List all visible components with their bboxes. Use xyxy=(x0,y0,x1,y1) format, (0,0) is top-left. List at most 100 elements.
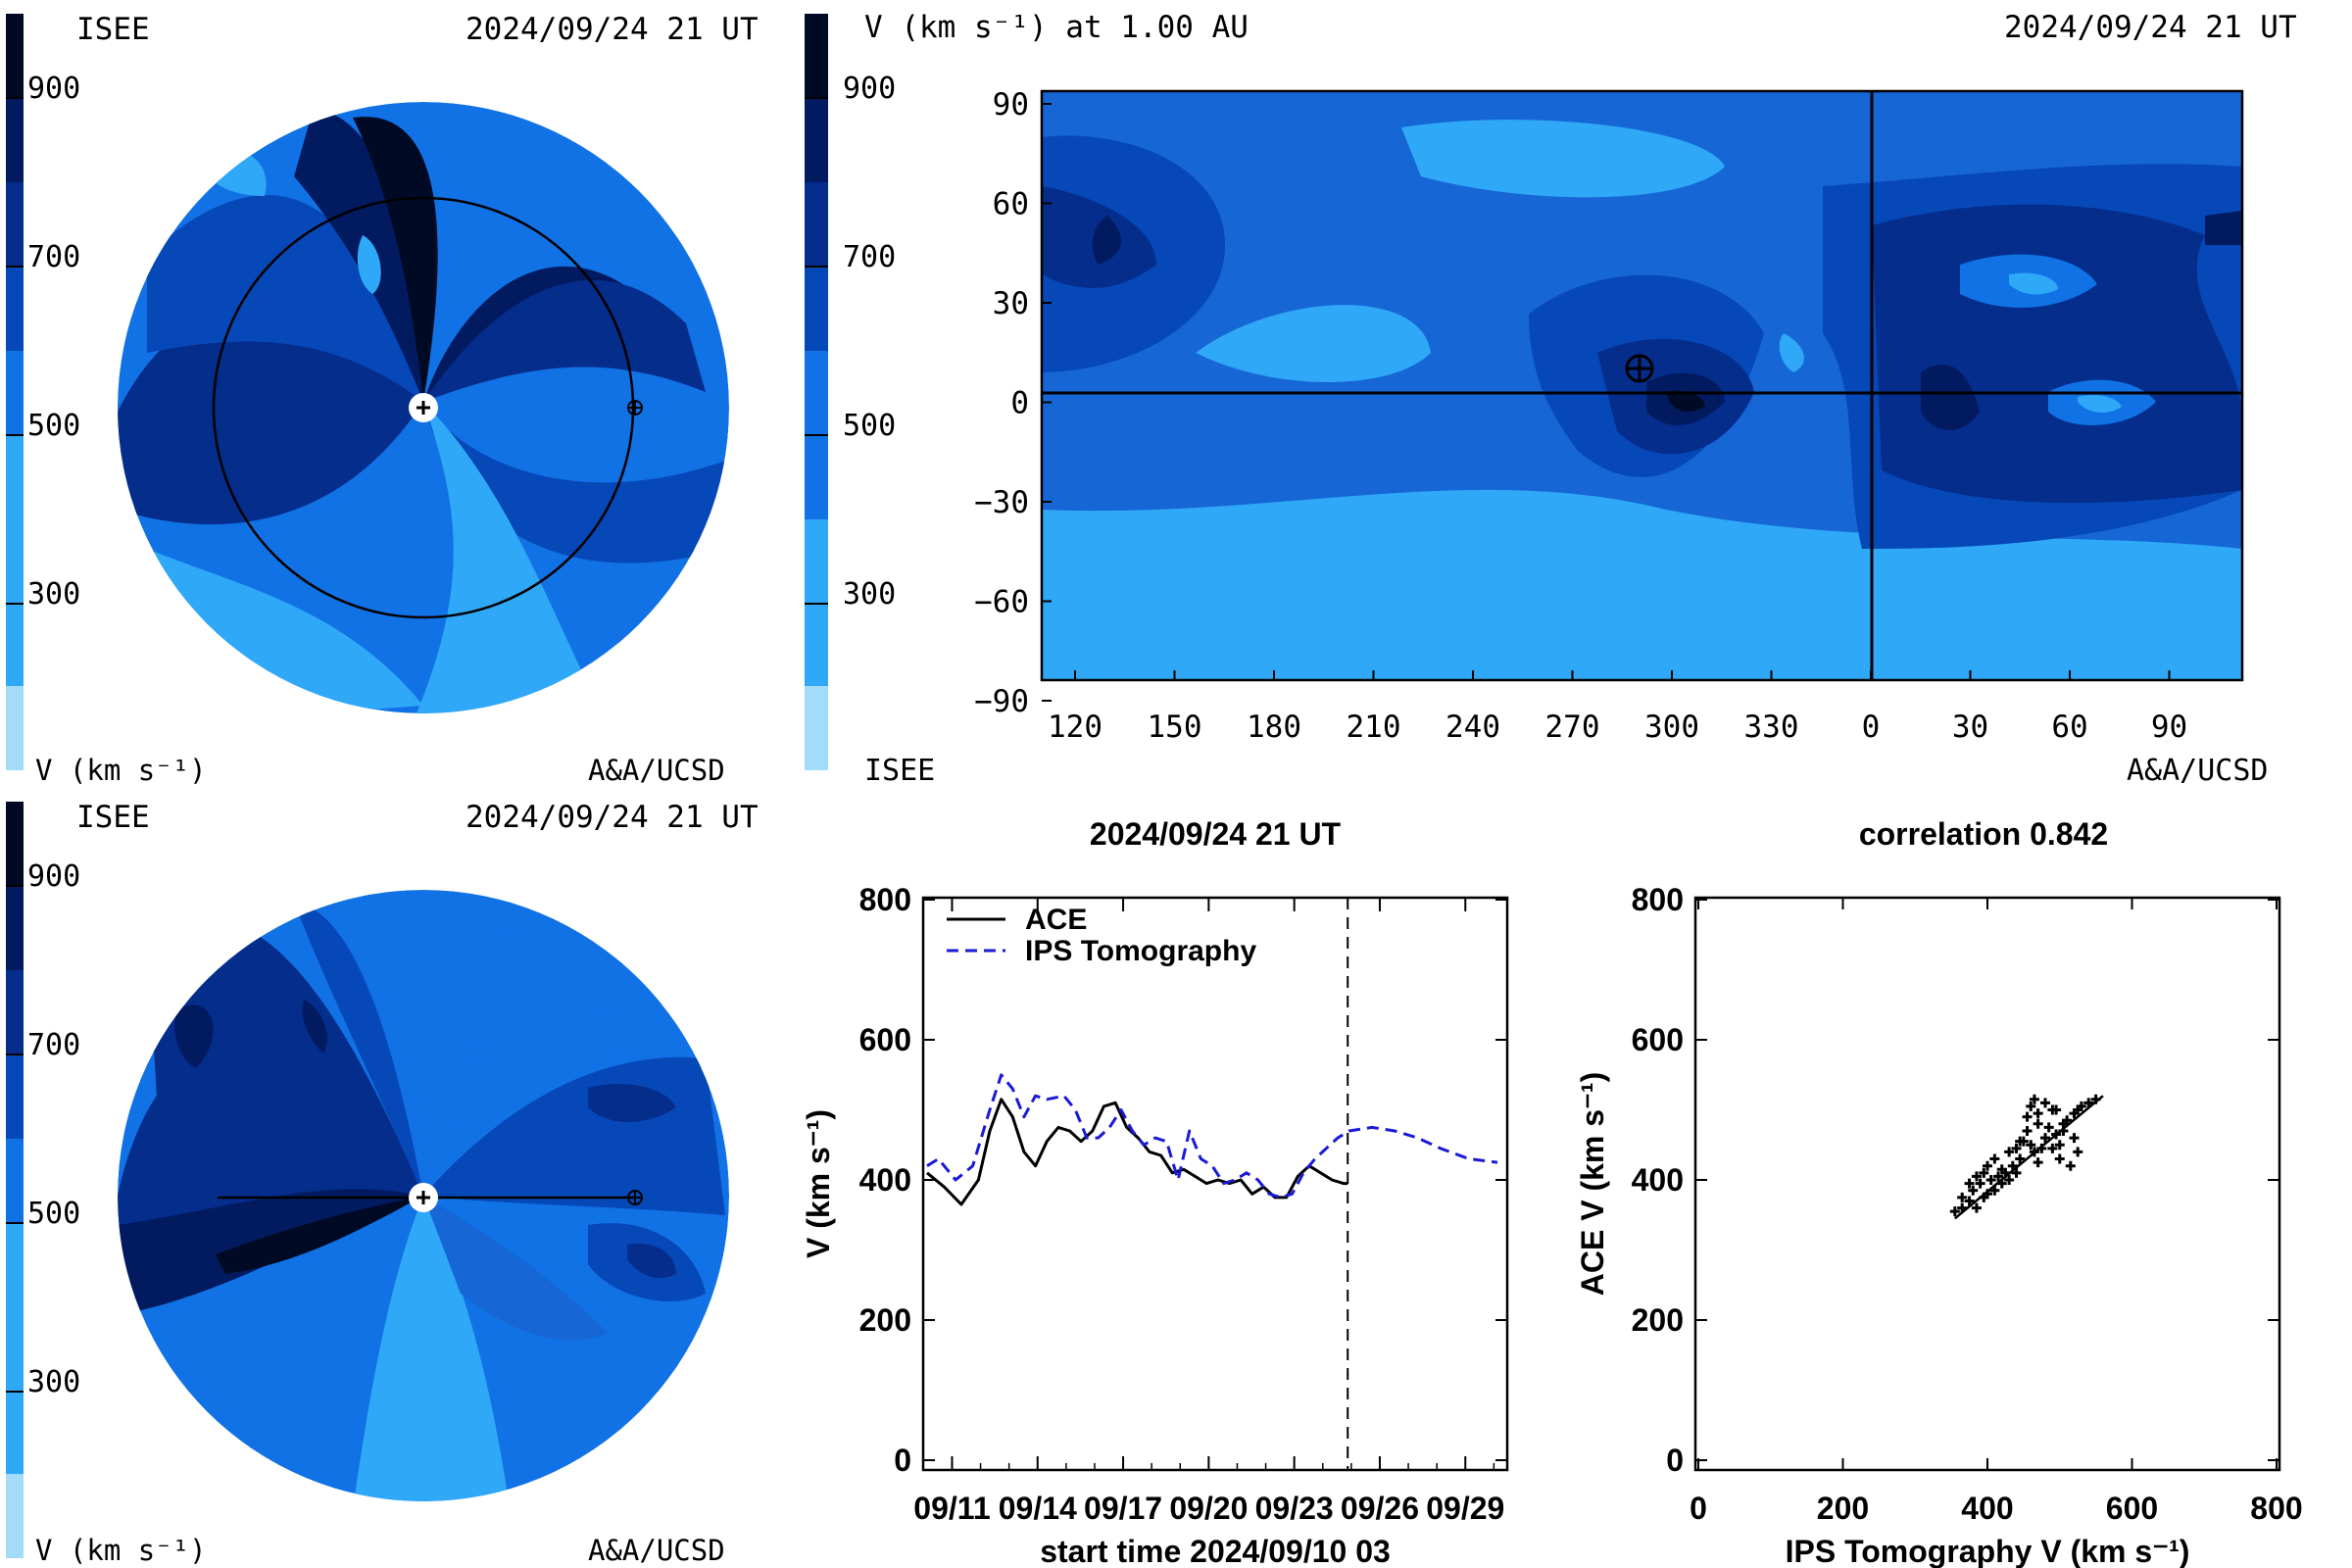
map-x-tick-label: 180 xyxy=(1247,710,1301,745)
colorbar-right-top: 900 700 500 300 xyxy=(805,14,896,770)
ecliptic-view-panel: 900 700 500 300 ISEE 2024/09/24 21 UT xyxy=(6,12,759,787)
meridional-view-panel: 900 700 500 300 ISEE 2024/09/24 21 UT xyxy=(6,800,759,1567)
scatter-x-tick-label: 0 xyxy=(1690,1491,1707,1526)
map-x-tick-label: 90 xyxy=(2151,710,2187,745)
scatter-y-tick-label: 600 xyxy=(1632,1022,1684,1057)
scatter-point xyxy=(2047,1143,2058,1153)
scatter-y-tick-label: 0 xyxy=(1666,1443,1684,1478)
timeseries-series xyxy=(926,1073,1498,1206)
scatter-point xyxy=(2073,1147,2083,1157)
legend-label-ace: ACE xyxy=(1025,904,1087,936)
scatter-point xyxy=(2083,1098,2094,1108)
scatter-point xyxy=(2090,1094,2101,1104)
map-x-tick-label: 0 xyxy=(1862,710,1881,745)
scatter-x-tick-label: 400 xyxy=(1961,1491,2013,1526)
scatter-point xyxy=(2011,1143,2022,1153)
scatter-frame xyxy=(1693,896,2281,1472)
scatter-y-axis-label: ACE V (km s⁻¹) xyxy=(1575,1072,1610,1296)
scatter-point xyxy=(2054,1140,2065,1151)
colorbar-left-top: 900 700 500 300 xyxy=(6,14,80,770)
meridional-unit-label: V (km s⁻¹) xyxy=(35,1534,207,1567)
scatter-point xyxy=(2051,1104,2062,1115)
scatter-point xyxy=(1964,1196,1975,1206)
scatter-point xyxy=(2051,1129,2062,1140)
colorbar-tick-700: 700 xyxy=(27,240,80,274)
timeseries-x-tick-label: 09/23 xyxy=(1255,1491,1334,1526)
ecliptic-date-label: 2024/09/24 21 UT xyxy=(466,12,759,47)
scatter-point xyxy=(1975,1178,1985,1189)
ace-line xyxy=(926,1098,1348,1206)
map-frame xyxy=(1040,89,2244,682)
synoptic-map-panel: 900 700 500 300 V (km s⁻¹) at 1.00 AU 20… xyxy=(805,10,2297,788)
earth-position-marker xyxy=(1625,354,1654,383)
timeseries-y-tick-label: 0 xyxy=(894,1443,911,1478)
scatter-point xyxy=(2022,1125,2033,1136)
scatter-point xyxy=(1983,1160,1992,1171)
map-y-tick-label: −60 xyxy=(974,585,1029,620)
map-x-tick-label: 60 xyxy=(2051,710,2087,745)
map-x-tick-label: 330 xyxy=(1744,710,1799,745)
scatter-title: correlation 0.842 xyxy=(1859,816,2108,852)
scatter-point xyxy=(1971,1171,1982,1182)
timeseries-x-tick-label: 09/17 xyxy=(1084,1491,1162,1526)
map-x-tick-label: 240 xyxy=(1446,710,1500,745)
scatter-point xyxy=(2007,1160,2018,1171)
map-y-axis: 90 60 30 0 −30 −60 −90 xyxy=(974,87,1052,719)
scatter-point xyxy=(2011,1167,2022,1178)
scatter-point xyxy=(1996,1178,2007,1189)
map-x-tick-label: 300 xyxy=(1644,710,1699,745)
earth-marker xyxy=(627,1190,643,1205)
colorbar-tick-900: 900 xyxy=(843,72,896,106)
colorbar-tick-300: 300 xyxy=(27,577,80,612)
scatter-point xyxy=(2015,1153,2026,1164)
timeseries-x-tick-label: 09/29 xyxy=(1426,1491,1504,1526)
scatter-point xyxy=(2065,1160,2076,1171)
timeseries-y-tick-label: 400 xyxy=(859,1162,911,1198)
scatter-point xyxy=(2040,1133,2050,1144)
map-date-label: 2024/09/24 21 UT xyxy=(2004,10,2297,45)
map-x-tick-label: 270 xyxy=(1545,710,1600,745)
colorbar-tick-300: 300 xyxy=(27,1365,80,1399)
scatter-point xyxy=(2043,1122,2054,1133)
earth-marker xyxy=(627,400,643,416)
timeseries-x-axis-label: start time 2024/09/10 03 xyxy=(1040,1534,1391,1568)
scatter-point xyxy=(2033,1118,2043,1129)
scatter-point xyxy=(1989,1185,2000,1196)
scatter-points xyxy=(1949,1094,2104,1220)
scatter-point xyxy=(2026,1140,2036,1151)
legend-label-ips: IPS Tomography xyxy=(1025,935,1256,967)
map-velocity-field xyxy=(1042,91,2242,680)
scatter-point xyxy=(2069,1133,2080,1144)
colorbar-tick-500: 500 xyxy=(843,409,896,443)
map-y-tick-label: −30 xyxy=(974,485,1029,520)
colorbar-tick-900: 900 xyxy=(27,72,80,106)
scatter-point xyxy=(1979,1167,1989,1178)
time-series-chart: 2024/09/24 21 UT 0 200 400 600 800 09/11 09/14… xyxy=(801,816,1509,1568)
scatter-point xyxy=(2054,1153,2065,1164)
map-y-tick-label: 90 xyxy=(993,87,1029,122)
scatter-point xyxy=(1996,1164,2007,1175)
scatter-point xyxy=(2022,1111,2033,1122)
colorbar-tick-500: 500 xyxy=(27,1197,80,1231)
colorbar-tick-300: 300 xyxy=(843,577,896,612)
timeseries-y-tick-label: 600 xyxy=(859,1022,911,1057)
regression-line xyxy=(1954,1095,2104,1220)
correlation-scatter-chart: correlation 0.842 0 200 400 600 800 0 200 400 60… xyxy=(1575,816,2303,1568)
scatter-x-axis-label: IPS Tomography V (km s⁻¹) xyxy=(1786,1534,2190,1568)
ips-tomography-line xyxy=(926,1073,1498,1200)
map-x-tick-label: 210 xyxy=(1347,710,1401,745)
timeseries-frame xyxy=(921,896,1509,1472)
scatter-point xyxy=(1985,1175,1996,1185)
scatter-point xyxy=(1957,1202,1968,1213)
ecliptic-unit-label: V (km s⁻¹) xyxy=(35,754,207,787)
timeseries-title: 2024/09/24 21 UT xyxy=(1090,816,1342,852)
scatter-point xyxy=(2033,1157,2043,1168)
scatter-point xyxy=(2015,1136,2026,1147)
scatter-y-tick-label: 400 xyxy=(1632,1162,1684,1198)
scatter-point xyxy=(1964,1178,1975,1189)
timeseries-y-axis-label: V (km s⁻¹) xyxy=(801,1109,836,1258)
map-y-tick-label: 0 xyxy=(1010,386,1029,421)
scatter-point xyxy=(2029,1094,2039,1104)
scatter-point xyxy=(1971,1202,1982,1213)
